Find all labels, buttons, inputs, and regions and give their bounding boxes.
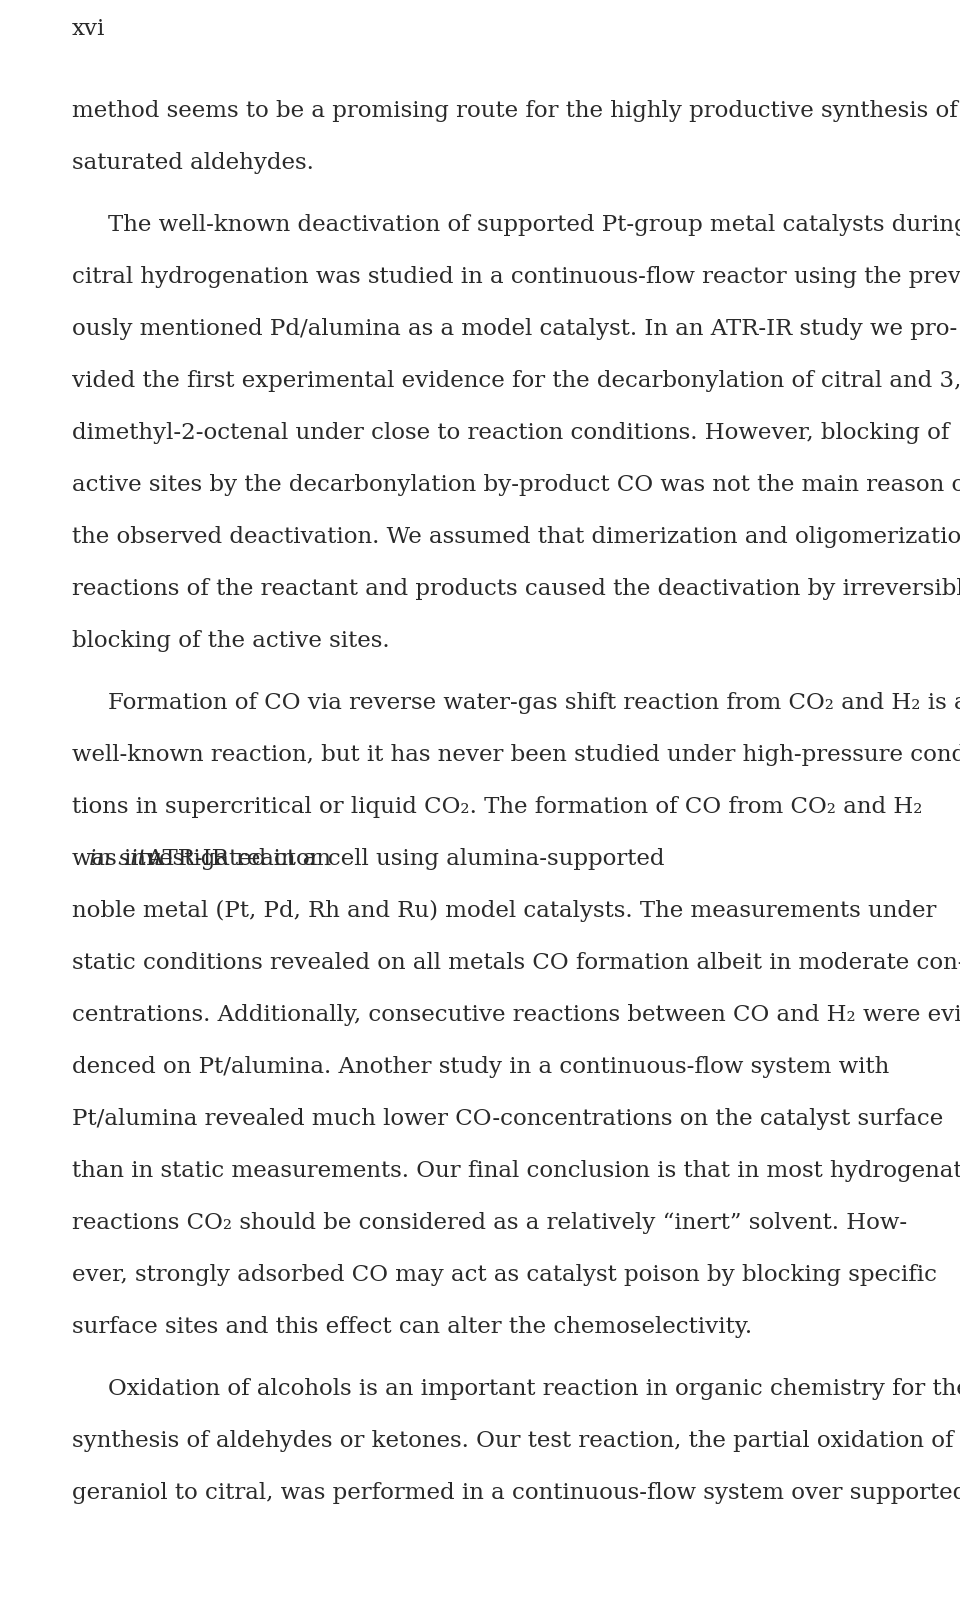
Text: vided the first experimental evidence for the decarbonylation of citral and 3,7-: vided the first experimental evidence fo… <box>72 369 960 392</box>
Text: ously mentioned Pd/alumina as a model catalyst. In an ATR-IR study we pro-: ously mentioned Pd/alumina as a model ca… <box>72 318 957 340</box>
Text: ATR-IR reactor cell using alumina-supported: ATR-IR reactor cell using alumina-suppor… <box>140 847 664 870</box>
Text: geraniol to citral, was performed in a continuous-flow system over supported: geraniol to citral, was performed in a c… <box>72 1481 960 1502</box>
Text: denced on Pt/alumina. Another study in a continuous-flow system with: denced on Pt/alumina. Another study in a… <box>72 1056 889 1077</box>
Text: was investigated in an: was investigated in an <box>72 847 338 870</box>
Text: active sites by the decarbonylation by-product CO was not the main reason of: active sites by the decarbonylation by-p… <box>72 473 960 496</box>
Text: citral hydrogenation was studied in a continuous-flow reactor using the previ-: citral hydrogenation was studied in a co… <box>72 266 960 287</box>
Text: saturated aldehydes.: saturated aldehydes. <box>72 152 314 173</box>
Text: method seems to be a promising route for the highly productive synthesis of: method seems to be a promising route for… <box>72 100 958 122</box>
Text: centrations. Additionally, consecutive reactions between CO and H₂ were evi-: centrations. Additionally, consecutive r… <box>72 1003 960 1026</box>
Text: blocking of the active sites.: blocking of the active sites. <box>72 629 390 652</box>
Text: The well-known deactivation of supported Pt-group metal catalysts during: The well-known deactivation of supported… <box>108 213 960 236</box>
Text: Pt/alumina revealed much lower CO-concentrations on the catalyst surface: Pt/alumina revealed much lower CO-concen… <box>72 1107 944 1130</box>
Text: static conditions revealed on all metals CO formation albeit in moderate con-: static conditions revealed on all metals… <box>72 952 960 973</box>
Text: noble metal (Pt, Pd, Rh and Ru) model catalysts. The measurements under: noble metal (Pt, Pd, Rh and Ru) model ca… <box>72 899 936 921</box>
Text: tions in supercritical or liquid CO₂. The formation of CO from CO₂ and H₂: tions in supercritical or liquid CO₂. Th… <box>72 796 923 817</box>
Text: in situ: in situ <box>89 847 162 870</box>
Text: dimethyl-2-octenal under close to reaction conditions. However, blocking of: dimethyl-2-octenal under close to reacti… <box>72 422 949 443</box>
Text: the observed deactivation. We assumed that dimerization and oligomerization: the observed deactivation. We assumed th… <box>72 526 960 547</box>
Text: ever, strongly adsorbed CO may act as catalyst poison by blocking specific: ever, strongly adsorbed CO may act as ca… <box>72 1263 937 1286</box>
Text: xvi: xvi <box>72 18 106 40</box>
Text: synthesis of aldehydes or ketones. Our test reaction, the partial oxidation of: synthesis of aldehydes or ketones. Our t… <box>72 1428 953 1451</box>
Text: reactions CO₂ should be considered as a relatively “inert” solvent. How-: reactions CO₂ should be considered as a … <box>72 1212 907 1233</box>
Text: surface sites and this effect can alter the chemoselectivity.: surface sites and this effect can alter … <box>72 1314 752 1337</box>
Text: well-known reaction, but it has never been studied under high-pressure condi-: well-known reaction, but it has never be… <box>72 743 960 766</box>
Text: Formation of CO via reverse water-gas shift reaction from CO₂ and H₂ is a: Formation of CO via reverse water-gas sh… <box>108 692 960 714</box>
Text: than in static measurements. Our final conclusion is that in most hydrogenation: than in static measurements. Our final c… <box>72 1159 960 1181</box>
Text: Oxidation of alcohols is an important reaction in organic chemistry for the: Oxidation of alcohols is an important re… <box>108 1377 960 1400</box>
Text: reactions of the reactant and products caused the deactivation by irreversibly: reactions of the reactant and products c… <box>72 578 960 600</box>
